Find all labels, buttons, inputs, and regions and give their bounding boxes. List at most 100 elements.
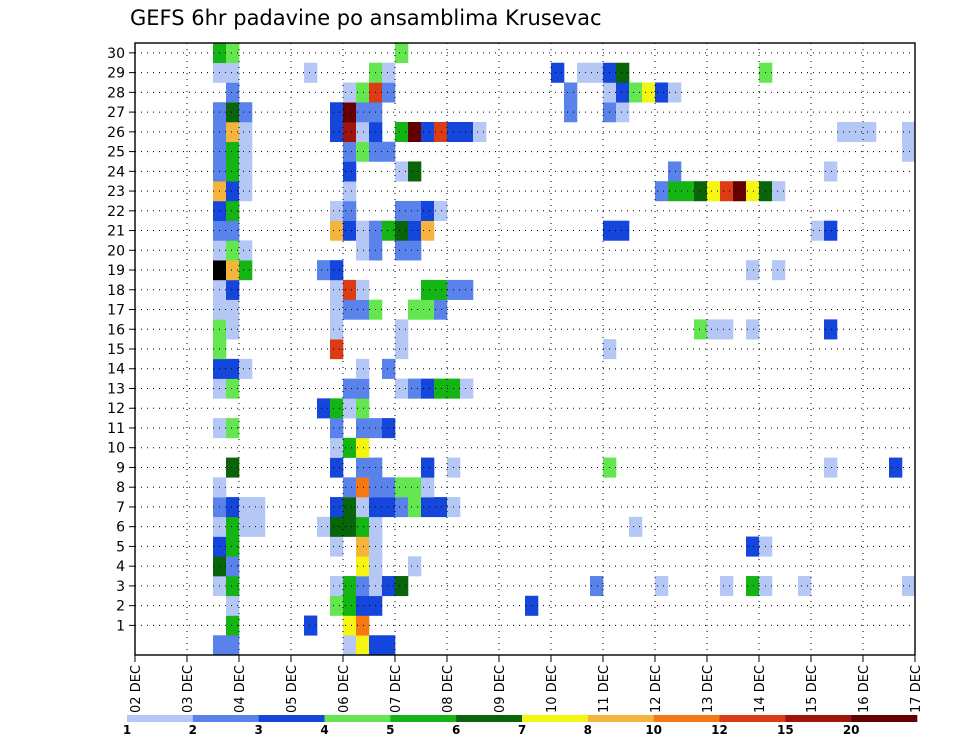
heatmap-cell: [356, 477, 370, 498]
heatmap-cell: [343, 516, 357, 537]
y-tick-label: 20: [107, 243, 125, 259]
heatmap-cell: [330, 102, 344, 123]
y-tick-label: 15: [107, 342, 125, 358]
heatmap-cell: [824, 220, 838, 241]
heatmap-cell: [746, 319, 760, 340]
heatmap-cell: [226, 615, 240, 636]
heatmap-cell: [811, 220, 825, 241]
heatmap-cell: [421, 299, 435, 320]
heatmap-cell: [733, 181, 747, 202]
heatmap-cell: [226, 279, 240, 300]
heatmap-cell: [564, 102, 578, 123]
heatmap-cell: [226, 181, 240, 202]
heatmap-cell: [330, 497, 344, 518]
x-tick-label: 16 DEC: [857, 665, 872, 713]
heatmap-cell: [382, 358, 396, 379]
colorbar-segment: [653, 715, 720, 722]
x-tick-label: 13 DEC: [701, 665, 716, 713]
y-tick-label: 24: [107, 164, 125, 180]
colorbar-segment: [522, 715, 589, 722]
heatmap-cell: [356, 615, 370, 636]
heatmap-cell: [317, 516, 331, 537]
y-tick-label: 23: [107, 184, 125, 200]
y-tick-label: 18: [107, 283, 125, 299]
heatmap-cell: [226, 121, 240, 143]
heatmap-cell: [343, 121, 357, 143]
heatmap-cell: [668, 82, 682, 103]
heatmap-cell: [239, 121, 253, 143]
heatmap-cell: [395, 378, 409, 399]
colorbar-label: 10: [645, 723, 662, 737]
heatmap-cell: [356, 457, 370, 478]
heatmap-cell: [330, 339, 344, 360]
heatmap-cell: [343, 497, 357, 518]
heatmap-cell: [707, 181, 721, 202]
y-tick-label: 2: [116, 599, 125, 615]
heatmap-cell: [902, 141, 916, 162]
y-tick-label: 8: [116, 480, 125, 496]
heatmap-cell: [824, 319, 838, 340]
heatmap-cell: [863, 121, 877, 143]
heatmap-cell: [369, 635, 383, 656]
colorbar-label: 1: [123, 723, 131, 737]
heatmap-cell: [226, 141, 240, 162]
heatmap-cell: [226, 595, 240, 616]
heatmap-cell: [226, 161, 240, 182]
heatmap-cell: [343, 200, 357, 221]
heatmap-cell: [395, 576, 409, 597]
heatmap-cell: [577, 62, 591, 83]
y-tick-label: 17: [107, 303, 125, 319]
heatmap-cell: [590, 576, 604, 597]
y-tick-label: 7: [116, 500, 125, 516]
heatmap-cell: [226, 102, 240, 123]
heatmap-cell: [343, 615, 357, 636]
heatmap-cell: [356, 220, 370, 241]
heatmap-cell: [239, 260, 253, 281]
heatmap-cell: [720, 181, 734, 202]
x-tick-label: 03 DEC: [181, 665, 196, 713]
heatmap-cell: [356, 121, 370, 143]
y-tick-label: 22: [107, 204, 125, 220]
heatmap-cell: [746, 576, 760, 597]
y-tick-label: 26: [107, 125, 125, 141]
heatmap-cell: [395, 497, 409, 518]
heatmap-cell: [382, 82, 396, 103]
heatmap-cell: [226, 378, 240, 399]
heatmap-cell: [226, 319, 240, 340]
heatmap-cell: [330, 260, 344, 281]
heatmap-cell: [746, 181, 760, 202]
heatmap-cell: [746, 260, 760, 281]
heatmap-cell: [434, 378, 448, 399]
heatmap-cell: [473, 121, 487, 143]
heatmap-cell: [408, 299, 422, 320]
heatmap-cell: [421, 200, 435, 221]
heatmap-cell: [330, 576, 344, 597]
y-tick-label: 27: [107, 105, 125, 121]
heatmap-cell: [356, 378, 370, 399]
heatmap-cell: [226, 536, 240, 557]
y-tick-label: 28: [107, 85, 125, 101]
heatmap-cell: [356, 516, 370, 537]
heatmap-cell: [824, 457, 838, 478]
heatmap-cell: [226, 200, 240, 221]
colorbar-segment: [456, 715, 523, 722]
heatmap-cell: [330, 437, 344, 458]
heatmap-cell: [629, 82, 643, 103]
heatmap-cell: [356, 536, 370, 557]
colorbar-label: 20: [843, 723, 860, 737]
heatmap-cell: [707, 319, 721, 340]
heatmap-cell: [382, 62, 396, 83]
heatmap-cell: [226, 418, 240, 439]
x-tick-label: 14 DEC: [753, 665, 768, 713]
heatmap-cell: [382, 141, 396, 162]
heatmap-cell: [395, 43, 409, 64]
y-tick-label: 16: [107, 322, 125, 338]
colorbar-segment: [851, 715, 918, 722]
heatmap-cell: [616, 220, 630, 241]
heatmap-cell: [343, 595, 357, 616]
heatmap-cell: [239, 358, 253, 379]
heatmap-cell: [239, 240, 253, 261]
y-tick-label: 29: [107, 66, 125, 82]
heatmap-cell: [382, 477, 396, 498]
y-tick-label: 25: [107, 145, 125, 161]
